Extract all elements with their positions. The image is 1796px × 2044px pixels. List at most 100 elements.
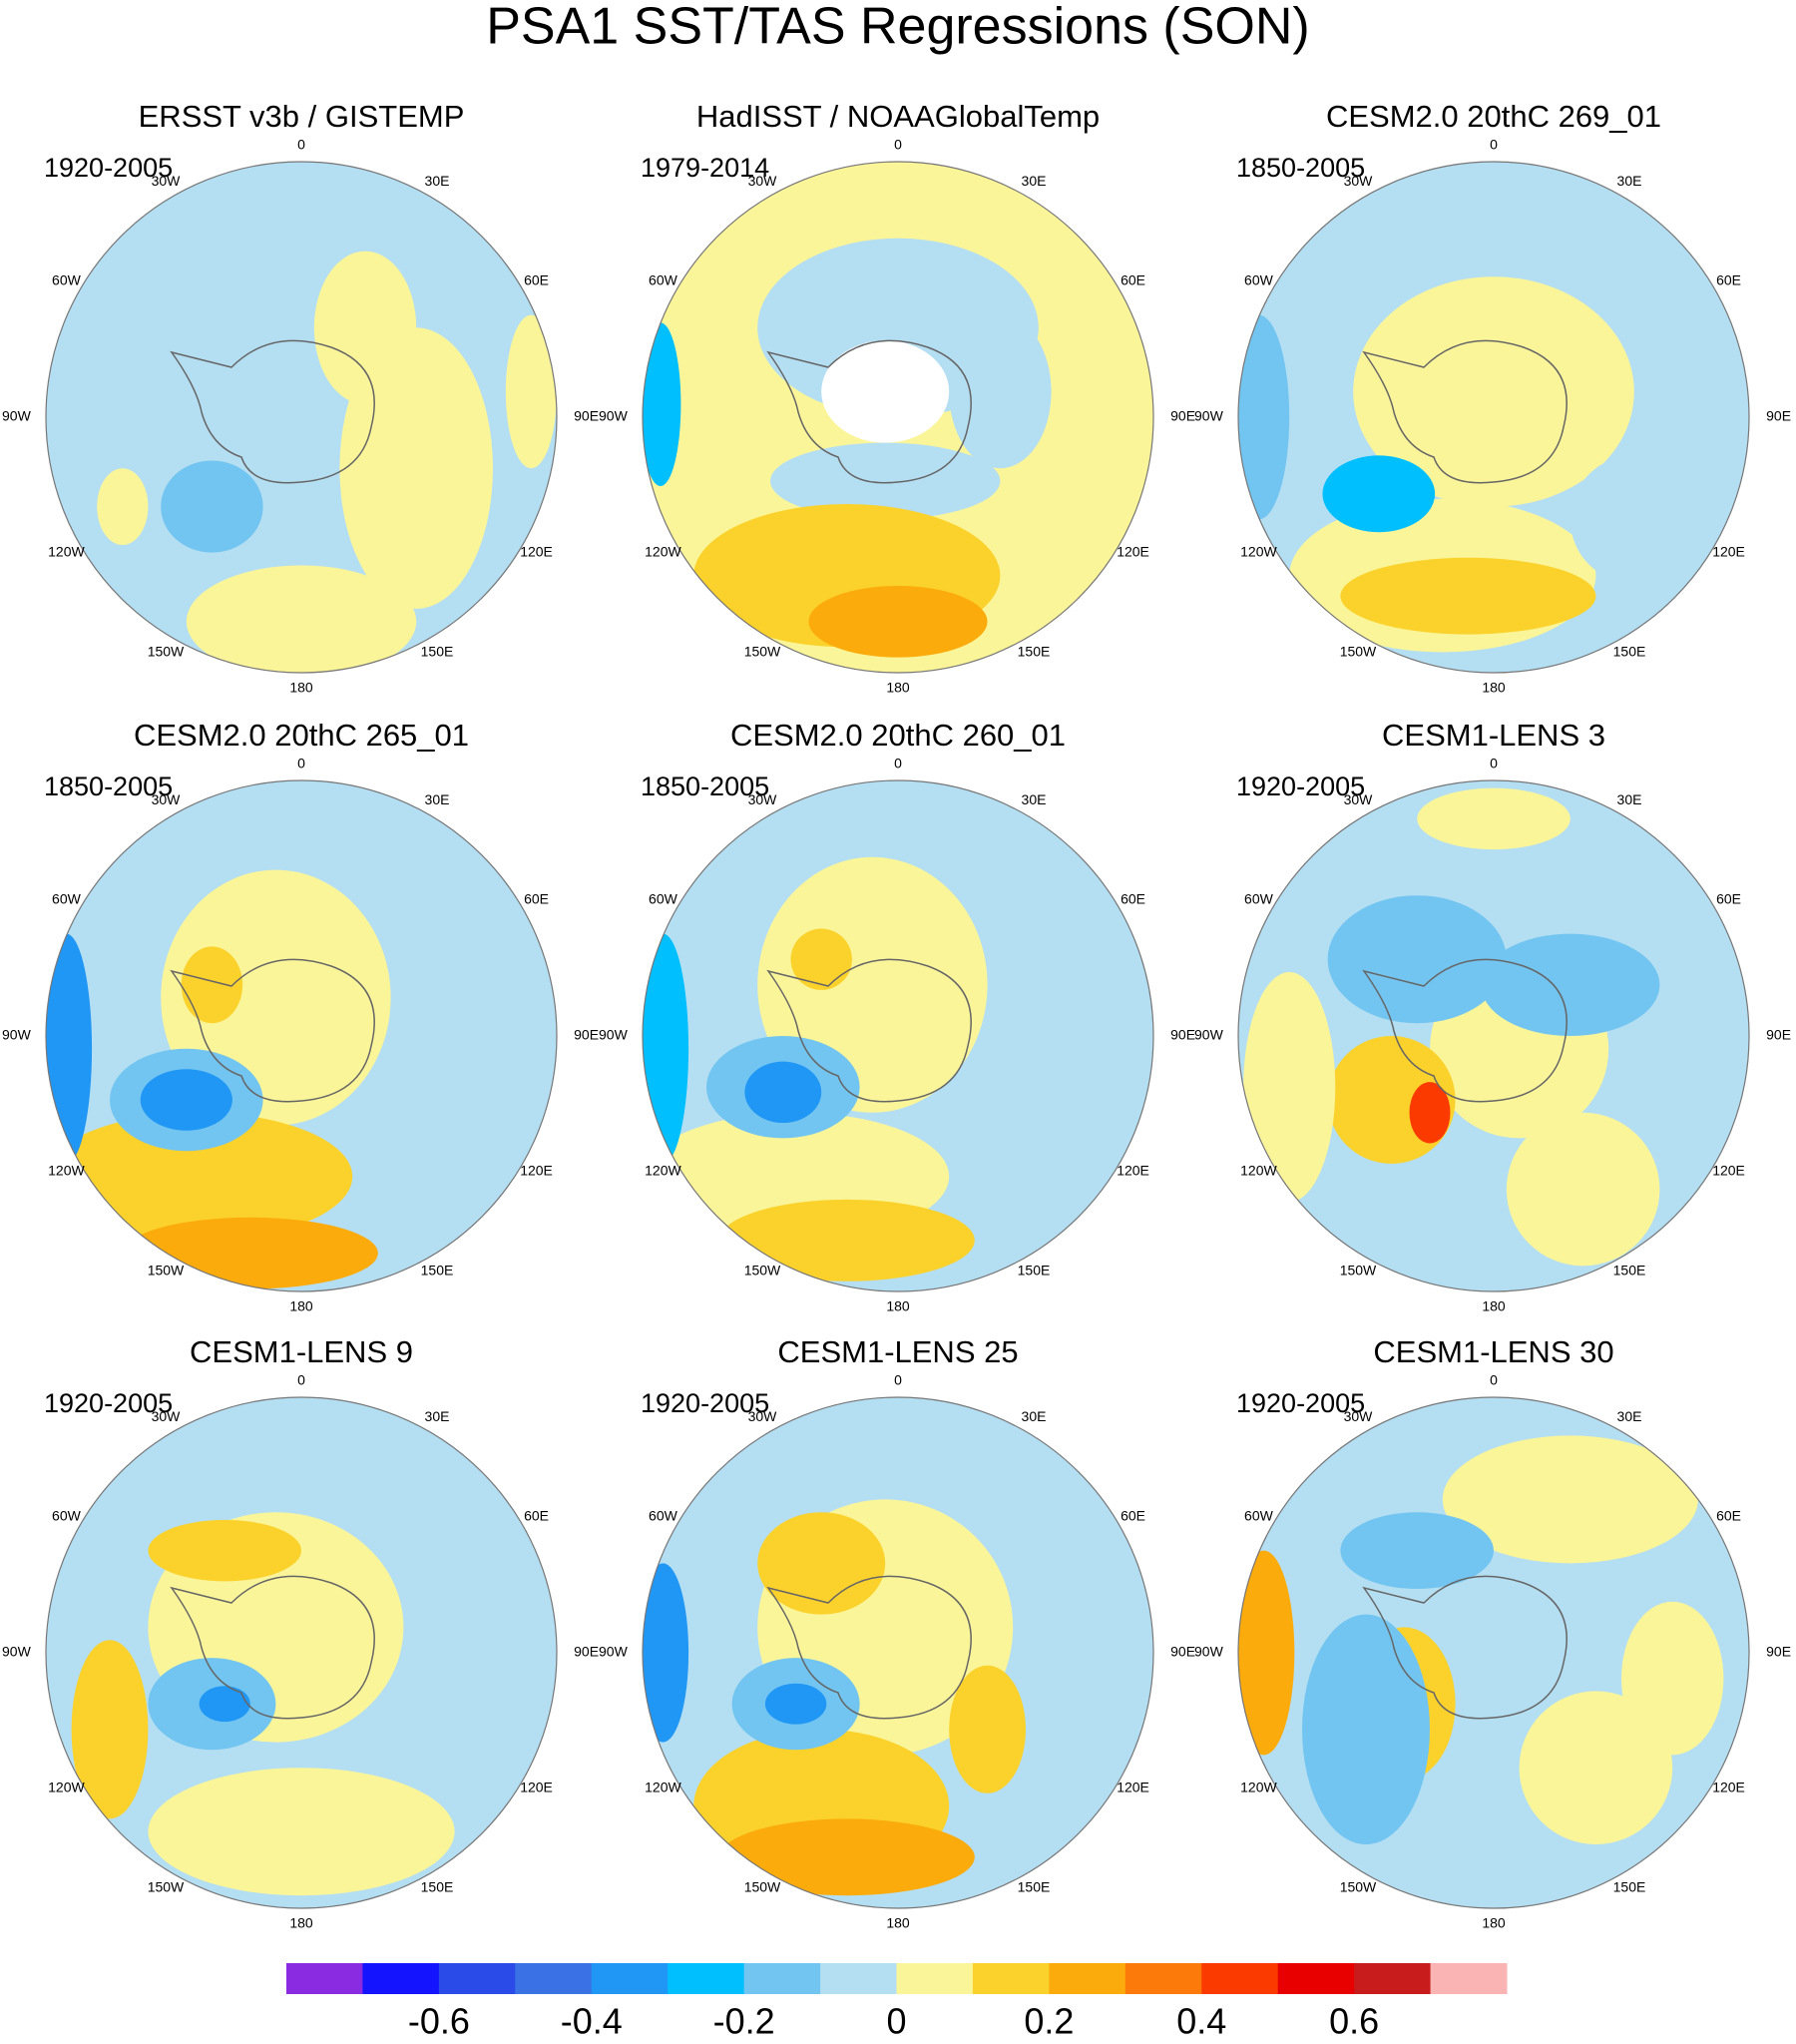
longitude-label: 120W: [1240, 544, 1277, 560]
longitude-label: 90E: [1170, 408, 1195, 424]
longitude-label: 60E: [1716, 891, 1741, 907]
map-panel: CESM2.0 20thC 265_01 1850-2005 0 30E 60E 90E 1…: [2, 718, 599, 1314]
panel-period: 1920-2005: [641, 1388, 769, 1418]
longitude-label: 90E: [574, 1644, 599, 1660]
longitude-label: 30E: [425, 1408, 450, 1424]
colorbar-box: [1049, 1963, 1126, 1994]
longitude-label: 150E: [1613, 643, 1646, 659]
field: [643, 162, 1153, 673]
longitude-label: 150W: [744, 643, 781, 659]
field: [46, 780, 557, 1291]
field-region: [122, 1217, 378, 1289]
longitude-label: 120W: [48, 1163, 85, 1179]
field-region: [764, 1683, 827, 1725]
antarctica-outline: [1362, 958, 1568, 1103]
longitude-label: 120E: [1117, 1163, 1149, 1179]
field: [1238, 1397, 1749, 1908]
field-region: [643, 322, 681, 487]
longitude-label: 30W: [152, 173, 182, 189]
colorbar-box: [743, 1963, 821, 1994]
longitude-label: 120W: [645, 544, 681, 560]
longitude-label: 150E: [1018, 643, 1051, 659]
longitude-label: 150E: [421, 643, 454, 659]
field-region: [1302, 1614, 1430, 1845]
longitude-label: 120W: [1240, 1163, 1277, 1179]
panel-period: 1850-2005: [641, 771, 769, 801]
field-region: [181, 946, 243, 1024]
field-region: [757, 1512, 886, 1615]
field: [643, 1397, 1153, 1908]
map-panel: CESM2.0 20thC 269_01 1850-2005 0 30E 60E 90E 1…: [1194, 99, 1791, 696]
field-region: [1327, 895, 1507, 1024]
longitude-label: 60E: [1716, 272, 1741, 288]
longitude-label: 60W: [1244, 891, 1274, 907]
panel-period: 1850-2005: [1236, 153, 1365, 183]
longitude-label: 150W: [744, 1878, 781, 1894]
colorbar-label: 0.4: [1176, 2001, 1226, 2042]
longitude-label: 0: [1490, 756, 1498, 771]
longitude-label: 90W: [2, 408, 32, 424]
field-region: [505, 314, 557, 469]
field: [643, 780, 1153, 1291]
longitude-label: 180: [289, 680, 313, 696]
longitude-label: 60E: [1716, 1508, 1741, 1524]
map-border: [1237, 779, 1750, 1292]
longitude-label: 30W: [1344, 791, 1374, 807]
longitude-label: 30W: [748, 791, 778, 807]
longitude-label: 30E: [1617, 173, 1642, 189]
longitude-label: 30E: [1022, 1408, 1047, 1424]
field-region: [161, 460, 263, 553]
field-region: [1340, 557, 1596, 635]
longitude-label: 120E: [1712, 1780, 1745, 1795]
longitude-label: 60E: [524, 891, 549, 907]
colorbar-label: -0.2: [713, 2001, 775, 2042]
longitude-label: 30E: [1022, 791, 1047, 807]
longitude-label: 120W: [48, 1780, 85, 1795]
panel-title: CESM2.0 20thC 269_01: [1326, 99, 1661, 134]
field-region: [1506, 1112, 1660, 1267]
longitude-label: 150W: [744, 1262, 781, 1278]
map-border: [45, 161, 558, 674]
antarctica-outline: [170, 958, 375, 1103]
longitude-label: 90E: [574, 1027, 599, 1043]
longitude-label: 180: [886, 1298, 910, 1314]
field-region: [1409, 1082, 1451, 1144]
field-region: [1322, 455, 1436, 533]
field-region: [643, 1563, 689, 1743]
longitude-label: 60W: [649, 1508, 678, 1524]
colorbar-label: 0.2: [1024, 2001, 1074, 2042]
field-region: [313, 251, 417, 405]
panel-title: CESM1-LENS 30: [1373, 1334, 1613, 1369]
field: [1238, 780, 1749, 1291]
longitude-label: 60W: [1244, 272, 1274, 288]
field-region: [1243, 971, 1336, 1203]
longitude-label: 150E: [1613, 1262, 1646, 1278]
field-region: [46, 1112, 353, 1241]
longitude-label: 90W: [1194, 408, 1224, 424]
longitude-label: 90W: [1194, 1644, 1224, 1660]
longitude-label: 0: [1490, 1372, 1498, 1388]
panel-period: 1920-2005: [1236, 771, 1365, 801]
longitude-label: 30E: [1022, 173, 1047, 189]
longitude-label: 150E: [421, 1262, 454, 1278]
longitude-label: 60E: [1121, 1508, 1145, 1524]
longitude-label: 180: [289, 1915, 313, 1931]
panel-period: 1979-2014: [641, 153, 769, 183]
colorbar-box: [438, 1963, 516, 1994]
panel-title: CESM1-LENS 9: [190, 1334, 413, 1369]
longitude-label: 30E: [1617, 1408, 1642, 1424]
colorbar-box: [1201, 1963, 1279, 1994]
longitude-label: 60E: [524, 1508, 549, 1524]
longitude-label: 120W: [645, 1780, 681, 1795]
colorbar-box: [286, 1963, 363, 1994]
longitude-label: 90W: [2, 1644, 32, 1660]
colorbar-label: -0.6: [408, 2001, 470, 2042]
antarctica-outline: [766, 339, 972, 484]
map-border: [1237, 1396, 1750, 1909]
longitude-label: 150E: [1018, 1878, 1051, 1894]
longitude-label: 180: [1482, 1298, 1506, 1314]
longitude-label: 90E: [1170, 1644, 1195, 1660]
longitude-label: 150W: [1340, 1878, 1377, 1894]
longitude-label: 90E: [1766, 1644, 1791, 1660]
field-region: [744, 1061, 822, 1124]
